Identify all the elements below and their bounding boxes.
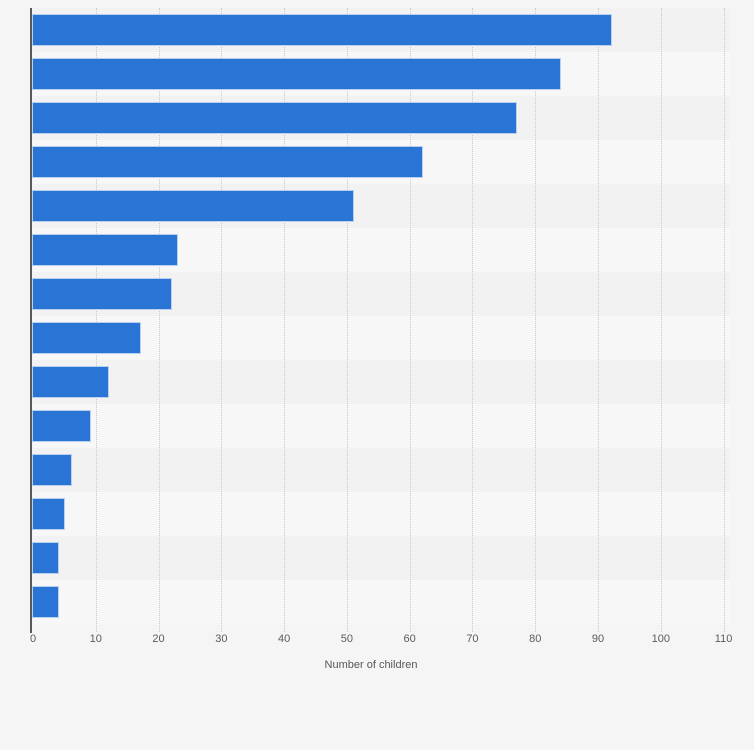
bar-row <box>33 272 730 316</box>
x-axis-tick-labels: 0 10 20 30 40 50 60 70 80 90 100 110 <box>29 633 733 653</box>
x-axis-title-text: Number of children <box>324 659 418 671</box>
x-tick-label: 60 <box>403 633 416 645</box>
bar-row <box>33 404 730 448</box>
x-tick-label: 80 <box>529 633 542 645</box>
row-band <box>33 536 730 580</box>
bar-row <box>33 228 730 272</box>
bar[interactable] <box>33 543 59 573</box>
x-tick-label: 0 <box>29 633 37 645</box>
x-tick-label: 30 <box>215 633 228 645</box>
bar[interactable] <box>33 279 172 309</box>
row-band <box>33 360 730 404</box>
y-axis-line <box>30 8 32 633</box>
x-axis-title: Number of children <box>0 659 754 671</box>
bar-row <box>33 316 730 360</box>
gridline <box>95 8 98 632</box>
gridline <box>472 8 474 632</box>
bars-layer <box>33 8 730 632</box>
x-tick-label: 110 <box>714 633 733 645</box>
x-tick-label: 10 <box>89 633 102 645</box>
x-tick-label: 100 <box>651 633 670 645</box>
row-band <box>33 404 730 448</box>
bar-row <box>33 580 730 624</box>
bar[interactable] <box>33 235 178 265</box>
bar-row <box>33 536 730 580</box>
bar[interactable] <box>33 587 59 617</box>
gridline <box>221 8 223 632</box>
bar-row <box>33 140 730 184</box>
gridline <box>535 8 537 632</box>
x-tick-label: 40 <box>277 633 291 645</box>
bar-row <box>33 492 730 536</box>
bar-row <box>33 52 730 96</box>
bar[interactable] <box>33 15 611 45</box>
gridline <box>158 8 161 632</box>
bar-row <box>33 448 730 492</box>
gridline <box>598 8 600 632</box>
bar[interactable] <box>33 103 517 133</box>
row-band <box>33 492 730 536</box>
bar[interactable] <box>33 367 109 397</box>
footer-strip <box>0 686 754 750</box>
bar[interactable] <box>33 499 65 529</box>
row-band <box>33 316 730 360</box>
gridline <box>346 8 349 632</box>
bar-row <box>33 360 730 404</box>
bar-row <box>33 96 730 140</box>
x-tick-label: 20 <box>152 633 165 645</box>
x-tick-label: 90 <box>591 633 605 645</box>
bar-row <box>33 184 730 228</box>
bar[interactable] <box>33 59 561 89</box>
gridline <box>660 8 663 632</box>
bar[interactable] <box>33 323 140 353</box>
bar-row <box>33 8 730 52</box>
x-tick-label: 70 <box>466 633 479 645</box>
bar[interactable] <box>33 147 423 177</box>
bar[interactable] <box>33 455 71 485</box>
row-band <box>33 448 730 492</box>
x-tick-label: 50 <box>340 633 353 645</box>
gridline <box>284 8 286 632</box>
gridline <box>723 8 726 632</box>
bar[interactable] <box>33 411 90 441</box>
row-band <box>33 580 730 624</box>
bar[interactable] <box>33 191 354 221</box>
gridline <box>409 8 412 632</box>
